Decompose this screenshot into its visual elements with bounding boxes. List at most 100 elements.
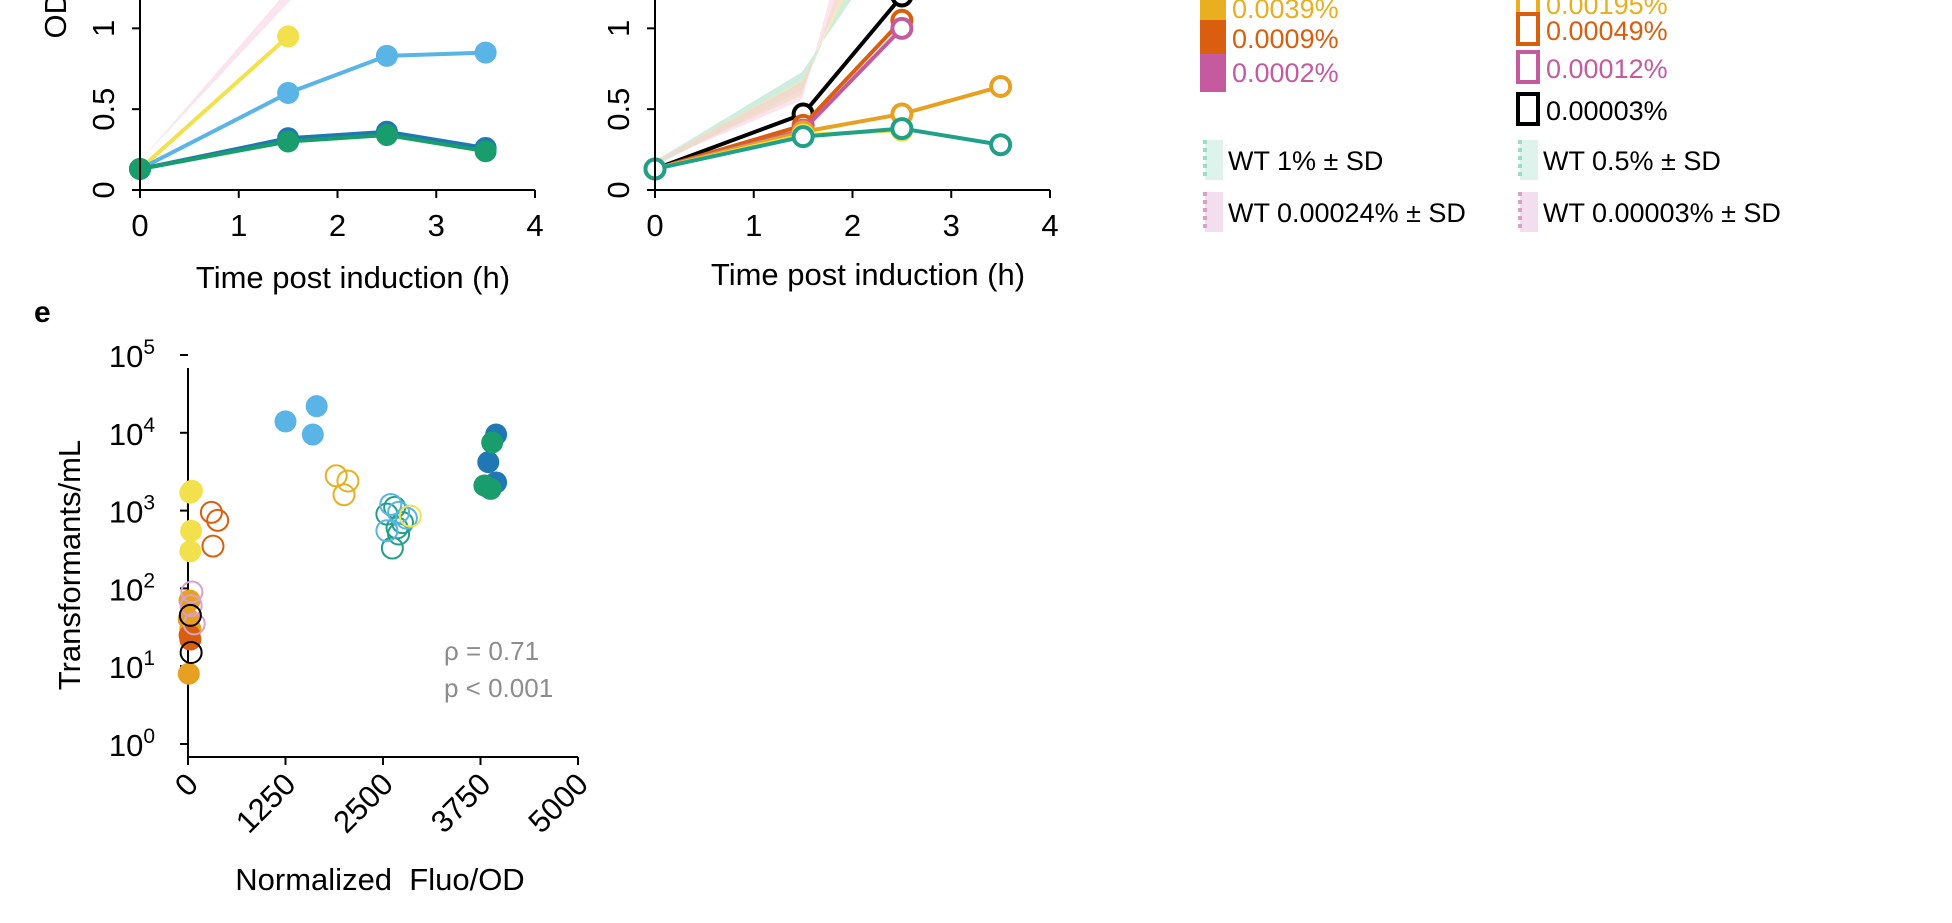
series-line-2 [139,129,486,171]
legend: 0.0039%0.0009% 0.0002% 0.00195%0.00049% 0.0… [1200,0,1781,232]
y-tick-exponent: 5 [143,336,155,359]
legend-label: 0.00049% [1546,16,1668,46]
y-tick-base: 10 [109,417,143,452]
series-line-5 [654,126,1001,171]
legend-label: 0.00195% [1546,0,1668,20]
series-line-1 [139,50,486,171]
y-tick-label: 1 [601,20,636,37]
x-tick-label: 4 [1041,208,1058,243]
x-axis-label: Time post induction (h) [196,260,510,295]
legend-label: 0.0002% [1232,58,1339,88]
legend-label: 0.00012% [1546,54,1668,84]
legend-label: WT 0.00024% ± SD [1228,198,1466,228]
data-point [891,0,913,8]
data-point [989,75,1013,99]
scatter-point [206,508,230,532]
data-point [989,133,1013,157]
scatter-point [179,481,202,504]
scatter-point [180,519,203,542]
legend-band-swatch [1205,192,1223,232]
scatter-point [177,662,200,685]
x-tick-label: 2500 [326,766,400,840]
y-axis-label: OD [38,0,73,39]
x-tick-label: 2 [329,208,346,243]
x-tick-label: 0 [168,766,205,803]
y-tick-label: 0 [86,181,121,198]
scatter-point [394,506,418,530]
scatter-point [336,469,360,493]
x-tick-label: 1 [745,208,762,243]
y-tick-label: 105 [109,336,155,374]
data-point [890,16,914,40]
series-line-3 [139,133,486,171]
data-point [474,41,497,64]
scatter-point [332,483,356,507]
scatter-point [179,540,202,563]
y-tick-base: 10 [109,650,143,685]
legend-band-swatch [1520,140,1538,180]
y-tick-label: 0.5 [601,88,636,131]
y-axis-label: Transformants/mL [52,440,87,690]
data-point [474,140,497,163]
correlation-p: p < 0.001 [444,673,553,703]
legend-swatch [1200,54,1226,92]
x-tick-label: 5000 [521,766,595,840]
y-tick-base: 10 [109,728,143,763]
y-tick-label: 102 [109,569,155,607]
scatter-point [481,431,504,454]
x-tick-label: 1250 [229,766,303,840]
x-tick-label: 0 [131,208,148,243]
scatter-point [201,534,225,558]
legend-swatch [1516,50,1540,84]
scatter-point [199,500,223,524]
x-tick-label: 2 [844,208,861,243]
y-tick-label: 1 [86,20,121,37]
y-tick-exponent: 4 [143,414,155,437]
scatter-point [180,580,204,604]
y-tick-label: 101 [109,647,155,685]
series-line-0 [138,34,290,171]
x-tick-label: 0 [646,208,663,243]
data-point [277,82,300,104]
scatter-point [179,641,203,665]
scatter-point [324,464,348,488]
scatter-point [398,504,422,528]
correlation-rho: ρ = 0.71 [444,636,539,666]
x-tick-label: 1 [230,208,247,243]
sd-bands [655,0,852,166]
y-tick-exponent: 3 [143,492,155,515]
scatter-point [178,603,202,627]
od-chart-right: 0 1 2 3 4 0 0.5 1 Time post induction (h) [601,0,1059,292]
legend-label: WT 0.00003% ± SD [1543,198,1781,228]
y-tick-exponent: 2 [143,569,155,592]
legend-swatch [1516,12,1540,46]
scatter-point [375,519,399,543]
scatter-point [379,492,403,516]
y-tick-exponent: 1 [143,647,155,670]
od-chart-left: 0 1 2 3 4 0 0.5 1 Time post induction (h) OD [38,0,544,295]
data-point [890,117,914,141]
legend-label: 0.00003% [1546,96,1668,126]
legend-label: WT 1% ± SD [1228,146,1383,176]
legend-band-swatch [1205,140,1223,180]
legend-band-swatch [1520,192,1538,232]
scatter-point [387,500,411,524]
scatter-point [477,451,500,474]
x-axis-label: Normalized Fluo/OD [235,862,524,897]
data-point [375,124,398,147]
scatter-point [274,410,297,433]
y-tick-label: 0.5 [86,88,121,131]
x-tick-label: 3 [943,208,960,243]
x-axis-label: Time post induction (h) [711,257,1025,292]
y-tick-base: 10 [109,495,143,530]
scatter-point [179,594,203,618]
x-tick-label: 3 [428,208,445,243]
scatter-point [305,395,328,418]
y-tick-label: 103 [109,492,155,530]
data-point [375,44,398,67]
legend-label: 0.0039% [1232,0,1339,24]
x-tick-label: 3750 [424,766,498,840]
legend-label: WT 0.5% ± SD [1543,146,1721,176]
